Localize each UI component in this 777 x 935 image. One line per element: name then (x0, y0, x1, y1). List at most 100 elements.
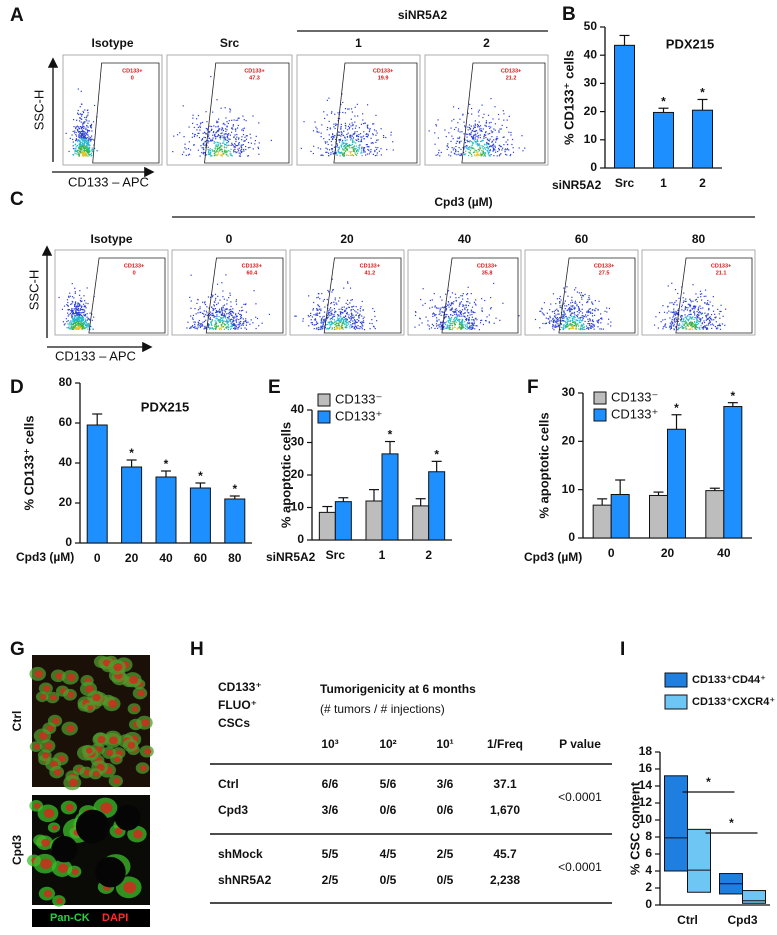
event-dot (315, 323, 318, 325)
event-dot (84, 109, 86, 111)
nucleus (137, 689, 145, 697)
event-dot (83, 295, 85, 297)
event-dot (89, 153, 92, 156)
event-dot (468, 148, 470, 150)
event-dot (471, 324, 473, 326)
event-dot (564, 300, 566, 302)
event-dot (504, 148, 507, 150)
x-tick-label: 2 (699, 176, 706, 190)
event-dot (499, 145, 501, 147)
event-dot (341, 326, 343, 329)
event-dot (360, 322, 363, 324)
event-dot (226, 299, 228, 301)
event-dot (189, 296, 191, 298)
event-dot (191, 317, 194, 319)
event-dot (581, 314, 583, 317)
event-dot (374, 327, 376, 330)
event-dot (350, 309, 352, 311)
event-dot (67, 323, 69, 325)
event-dot (235, 138, 237, 140)
event-dot (86, 138, 88, 140)
event-dot (208, 131, 210, 133)
significance-marker: * (164, 457, 169, 471)
event-dot (705, 319, 707, 321)
event-dot (476, 155, 478, 157)
event-dot (467, 112, 469, 114)
event-dot (247, 155, 249, 157)
event-dot (498, 149, 500, 151)
event-dot (571, 299, 573, 301)
event-dot (352, 320, 354, 322)
event-dot (203, 151, 205, 154)
event-dot (213, 140, 215, 143)
event-dot (450, 316, 453, 319)
event-dot (58, 296, 60, 299)
event-dot (598, 319, 600, 321)
event-dot (74, 287, 76, 289)
event-dot (473, 148, 475, 150)
event-dot (479, 137, 481, 139)
plot-frame (641, 249, 756, 336)
x-tick-label: 40 (159, 551, 173, 565)
event-dot (450, 151, 452, 153)
event-dot (693, 307, 695, 309)
event-dot (470, 311, 472, 313)
event-dot (323, 111, 325, 113)
event-dot (331, 138, 334, 141)
event-dot (681, 325, 683, 327)
event-dot (487, 114, 490, 116)
event-dot (78, 320, 81, 322)
event-dot (344, 137, 346, 139)
event-dot (71, 303, 73, 305)
event-dot (238, 325, 241, 327)
event-dot (488, 143, 490, 145)
event-dot (697, 321, 699, 323)
event-dot (323, 319, 325, 321)
event-dot (575, 327, 577, 329)
event-dot (709, 321, 711, 324)
event-dot (216, 155, 218, 157)
event-dot (213, 152, 215, 155)
event-dot (224, 124, 226, 126)
event-dot (545, 317, 547, 319)
event-dot (356, 327, 358, 329)
event-dot (696, 317, 698, 319)
event-dot (81, 134, 83, 136)
event-dot (223, 298, 225, 300)
event-dot (344, 136, 346, 138)
event-dot (471, 140, 473, 143)
event-dot (339, 311, 341, 313)
event-dot (457, 137, 459, 139)
event-dot (655, 316, 657, 318)
event-dot (78, 131, 80, 133)
event-dot (214, 147, 216, 149)
event-dot (692, 325, 694, 327)
event-dot (337, 315, 339, 317)
event-dot (227, 155, 229, 157)
event-dot (460, 295, 462, 297)
event-dot (76, 128, 79, 131)
event-dot (350, 152, 352, 154)
event-dot (587, 299, 589, 301)
event-dot (77, 306, 79, 308)
event-dot (79, 149, 82, 151)
plot-title: 2 (483, 36, 490, 50)
event-dot (220, 145, 222, 148)
event-dot (477, 135, 479, 137)
event-dot (469, 128, 471, 130)
event-dot (90, 138, 92, 140)
event-dot (214, 133, 216, 136)
event-dot (231, 119, 233, 121)
event-dot (76, 326, 78, 328)
event-dot (87, 126, 89, 128)
event-dot (188, 153, 191, 155)
event-dot (364, 147, 366, 149)
event-dot (197, 321, 200, 324)
event-dot (79, 130, 81, 133)
event-dot (453, 320, 455, 322)
event-dot (321, 327, 323, 329)
event-dot (229, 151, 231, 153)
event-dot (331, 322, 333, 325)
event-dot (580, 324, 582, 327)
nucleus (127, 741, 136, 749)
